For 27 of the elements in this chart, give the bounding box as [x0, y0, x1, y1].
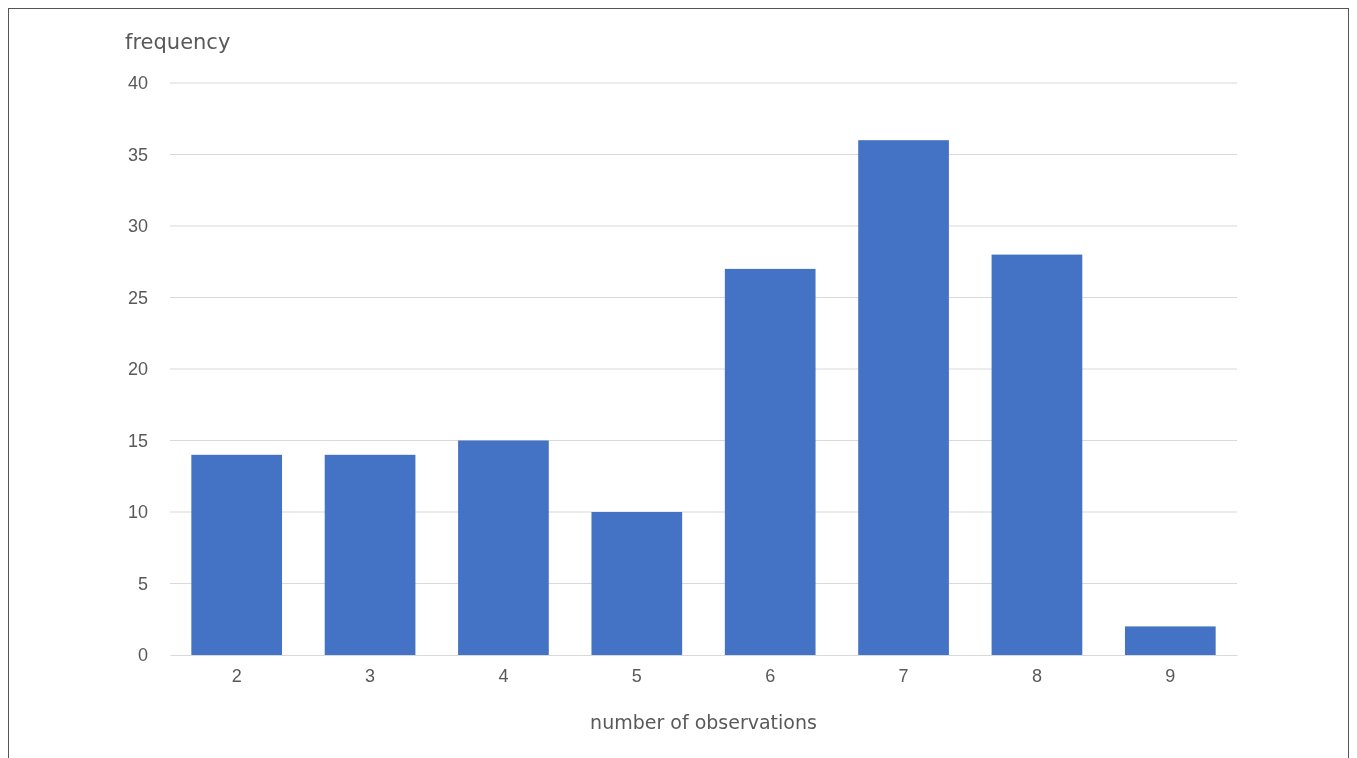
bar [724, 268, 816, 655]
y-tick-label: 40 [127, 73, 148, 94]
bar [591, 512, 683, 655]
x-tick-label: 6 [765, 665, 776, 686]
bar [1124, 626, 1216, 655]
y-tick-label: 35 [127, 144, 148, 165]
y-tick-label: 30 [127, 216, 148, 237]
bar [458, 440, 549, 655]
bar [858, 140, 949, 655]
x-axis-title: number of observations [590, 711, 817, 733]
x-tick-label: 3 [365, 665, 376, 686]
x-tick-label: 2 [231, 665, 242, 686]
x-tick-label: 7 [898, 665, 909, 686]
x-tick-label: 5 [631, 665, 642, 686]
x-tick-label: 9 [1165, 665, 1176, 686]
y-tick-label: 15 [127, 430, 148, 451]
bar [324, 454, 416, 655]
y-tick-label: 25 [127, 287, 148, 308]
y-tick-label: 5 [137, 573, 148, 594]
y-axis-title: frequency [125, 30, 231, 54]
y-tick-label: 10 [127, 502, 148, 523]
x-tick-label: 4 [498, 665, 509, 686]
bar [991, 254, 1083, 655]
y-tick-label: 0 [137, 645, 148, 666]
bar [191, 454, 283, 655]
y-tick-label: 20 [127, 359, 148, 380]
x-tick-label: 8 [1031, 665, 1042, 686]
